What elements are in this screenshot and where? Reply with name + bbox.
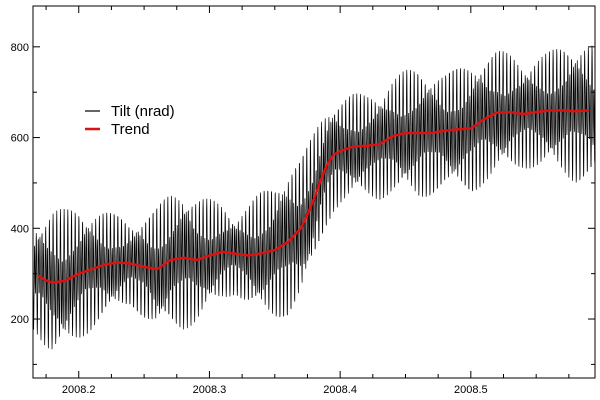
tilt-series	[32, 45, 596, 350]
y-tick-label: 400	[11, 223, 29, 235]
y-tick-label: 200	[11, 314, 29, 326]
x-tick-label: 2008.2	[62, 384, 96, 396]
legend-trend-label: Trend	[111, 121, 150, 138]
y-tick-label: 600	[11, 133, 29, 145]
plot-frame	[32, 5, 596, 379]
axes: 200 400 600 800 2008.2 2008.3 2008.4 2008.5	[11, 6, 595, 396]
x-tick-label: 2008.3	[193, 384, 227, 396]
trend-line	[36, 109, 590, 284]
y-tick-label: 800	[11, 42, 29, 54]
x-tick-label: 2008.4	[323, 384, 357, 396]
legend: Tilt (nrad) Trend	[85, 103, 175, 138]
legend-tilt-label: Tilt (nrad)	[111, 103, 175, 120]
tilt-line	[32, 45, 596, 350]
x-tick-label: 2008.5	[454, 384, 488, 396]
trend-series	[36, 109, 590, 284]
